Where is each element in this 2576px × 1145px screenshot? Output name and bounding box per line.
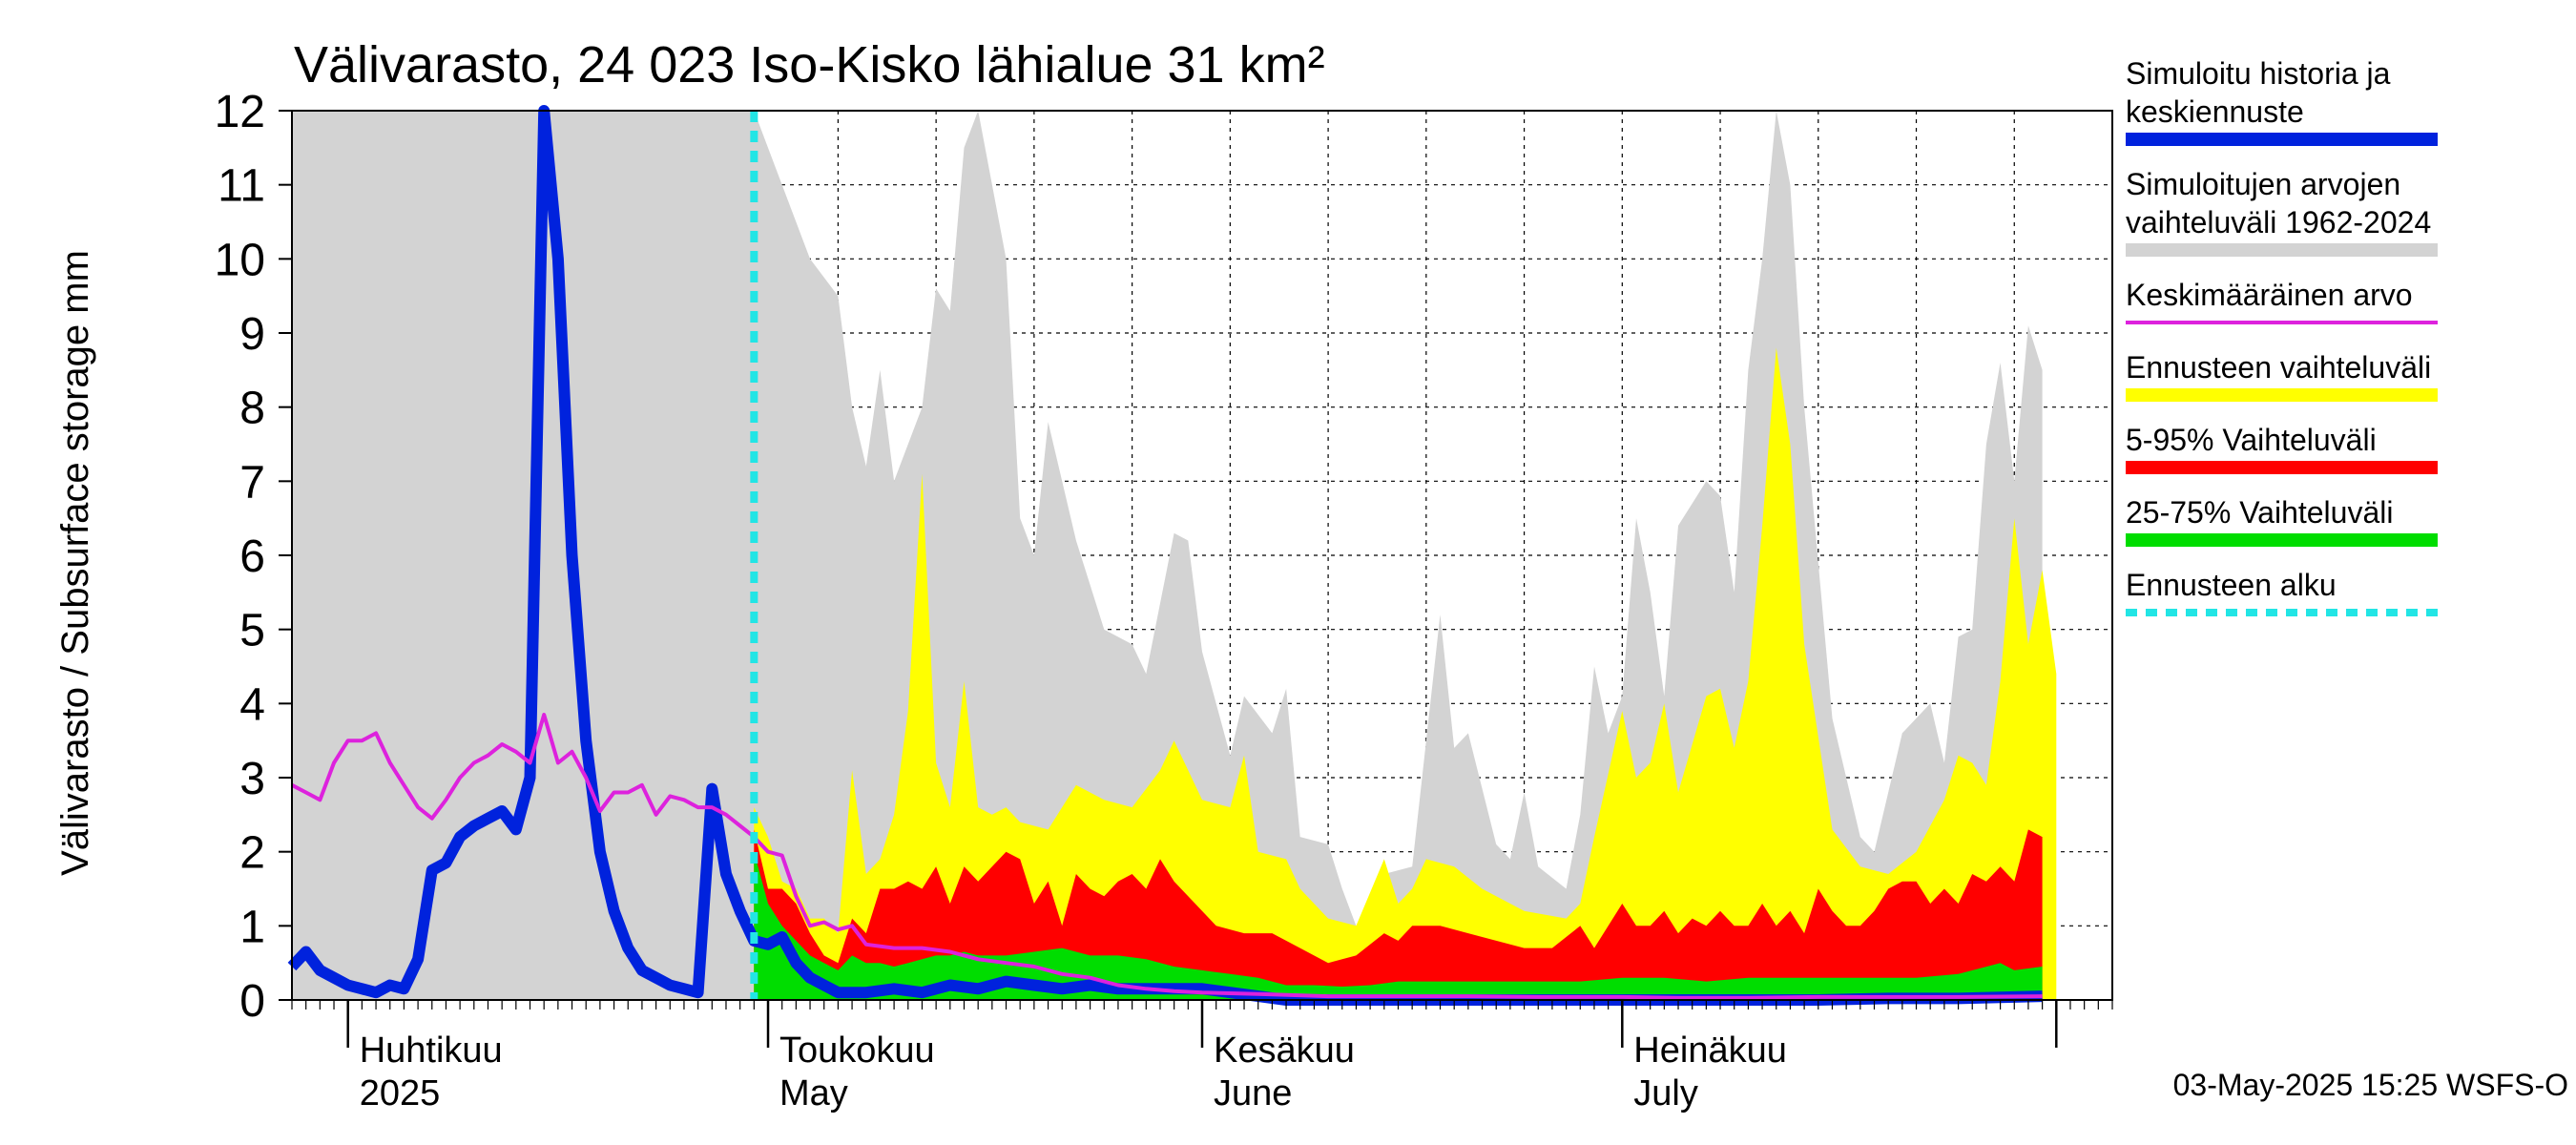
legend-label: Ennusteen alku [2126, 568, 2337, 602]
legend-label: keskiennuste [2126, 94, 2304, 129]
y-tick-label: 6 [239, 531, 265, 582]
y-tick-label: 3 [239, 754, 265, 804]
band-area [292, 111, 2043, 1000]
y-axis-label: Välivarasto / Subsurface storage mm [54, 250, 96, 876]
x-month-label: Kesäkuu [1214, 1030, 1355, 1071]
legend-label: Ennusteen vaihteluväli [2126, 350, 2431, 385]
x-month-sublabel: 2025 [360, 1073, 441, 1114]
legend-label: vaihteluväli 1962-2024 [2126, 205, 2431, 239]
series-line [291, 713, 2043, 1000]
range-bands [292, 111, 2057, 1000]
y-tick-label: 12 [215, 87, 265, 137]
band-area [754, 851, 2043, 1000]
band-area [754, 347, 2057, 1000]
x-month-sublabel: May [779, 1073, 848, 1114]
chart-title: Välivarasto, 24 023 Iso-Kisko lähialue 3… [294, 36, 1325, 94]
y-tick-label: 5 [239, 606, 265, 656]
y-tick-label: 0 [239, 976, 265, 1027]
footer-timestamp: 03-May-2025 15:25 WSFS-O [2173, 1068, 2568, 1102]
legend-label: Simuloitu historia ja [2126, 56, 2391, 91]
y-tick-label: 8 [239, 384, 265, 434]
y-tick-label: 4 [239, 679, 265, 730]
y-tick-label: 11 [218, 161, 265, 212]
y-tick-label: 7 [239, 457, 265, 508]
y-tick-label: 9 [239, 309, 265, 360]
x-month-sublabel: July [1633, 1073, 1698, 1114]
legend-label: Simuloitujen arvojen [2126, 167, 2400, 201]
legend-label: Keskimääräinen arvo [2126, 278, 2413, 312]
y-tick-label: 10 [215, 235, 265, 285]
x-month-label: Huhtikuu [360, 1030, 503, 1071]
y-tick-label: 1 [239, 902, 265, 952]
y-tick-label: 2 [239, 828, 265, 879]
legend-label: 25-75% Vaihteluväli [2126, 495, 2393, 530]
x-month-label: Toukokuu [779, 1030, 935, 1071]
x-month-sublabel: June [1214, 1073, 1292, 1114]
x-month-label: Heinäkuu [1633, 1030, 1787, 1071]
legend-label: 5-95% Vaihteluväli [2126, 423, 2377, 457]
